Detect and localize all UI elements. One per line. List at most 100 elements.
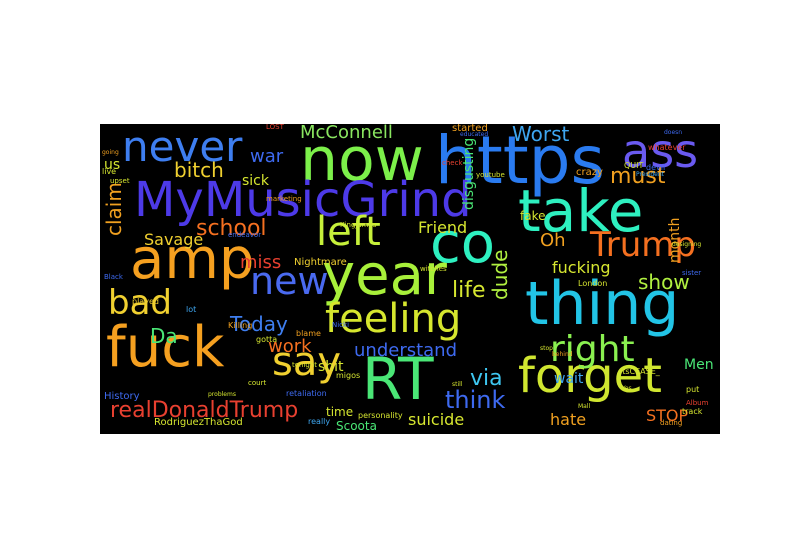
word-miss: miss [240, 252, 282, 273]
word-think: think [445, 386, 506, 414]
word-going: going [102, 149, 119, 156]
word-war: war [250, 146, 284, 167]
word-educated: educated [460, 131, 489, 138]
word-time: time [326, 405, 354, 419]
word-show: show [638, 270, 690, 294]
word-worst: Worst [512, 124, 570, 146]
word-savage: Savage [144, 230, 204, 249]
word-trump: Trump [590, 225, 697, 265]
word-work: work [268, 336, 312, 357]
word-kingjames: Kingjames [340, 221, 377, 229]
word-suicide: suicide [408, 410, 465, 429]
word-men: Men [684, 357, 714, 373]
word-killing: Killing [228, 321, 253, 330]
word-now: now [300, 125, 424, 195]
word-wait: wait [554, 371, 584, 387]
word-tonight: tonight [292, 361, 318, 369]
word-devil: devil [646, 163, 666, 172]
word-say: say [272, 339, 342, 385]
word-hate: hate [550, 410, 587, 429]
word-started: started [452, 124, 488, 134]
word-history: History [104, 391, 140, 402]
word-lot: lot [186, 305, 197, 314]
word-nicki: Nicki [332, 321, 350, 329]
word-sister: sister [682, 269, 702, 277]
word-witches: witches [420, 265, 447, 273]
word-president: President [636, 171, 664, 178]
word-retaliation: retaliation [286, 389, 327, 398]
word-school: school [196, 216, 267, 241]
word-mall: Mall [578, 403, 591, 410]
word-realdonaldtrump: realDonaldTrump [110, 398, 299, 423]
word-stop: STOP [646, 406, 689, 425]
word-ass: ass [622, 124, 699, 178]
word-gotta: gotta [256, 335, 278, 344]
word-dating: dating [660, 419, 683, 427]
word-rt: RT [362, 345, 434, 413]
word-upset: upset [110, 177, 130, 185]
word-life: life [452, 278, 486, 303]
word-amp: amp [130, 227, 255, 292]
word-must: must [610, 164, 666, 189]
word-bitch: bitch [174, 158, 224, 182]
word-mcconnell: McConnell [300, 124, 393, 143]
word-understand: understand [354, 340, 458, 361]
word-us: us [104, 157, 121, 173]
word-marketing: marketing [266, 195, 302, 203]
word-fake: fake [520, 209, 546, 223]
word-right: right [550, 329, 635, 370]
word-new: new [250, 259, 329, 303]
word-itscease: itsCEASE_ [620, 367, 660, 376]
word-endeavor: endeavor [228, 231, 262, 239]
word-fuck: fuck [106, 315, 225, 380]
word-lost: LOST [266, 124, 284, 131]
word-da: Da [150, 324, 178, 348]
word-thing: thing [525, 269, 680, 339]
word-friend: Friend [418, 218, 468, 237]
word-dude: dude [488, 249, 512, 300]
word-check: check [442, 159, 463, 167]
word-year: year [322, 243, 447, 308]
word-never: never [122, 124, 243, 171]
word-whatever: whatever [648, 143, 686, 152]
word-crazy: crazy [576, 167, 603, 178]
word-cloud: https now thing take fuck year amp RT co MyMusicG… [100, 124, 720, 434]
word-nightmare: Nightmare [294, 257, 347, 268]
word-take: take [518, 177, 644, 245]
word-rodriguezthagod: RodriguezThaGod [154, 417, 243, 428]
word-fucking: fucking [552, 258, 611, 277]
word-still: still [452, 381, 463, 388]
word-london: London [578, 279, 608, 288]
word-disgusting: disgusting [461, 137, 477, 210]
word-left: left [316, 209, 381, 255]
word-youtube: youtube [476, 171, 505, 179]
word-doesn: doesn [664, 129, 683, 136]
word-court: court [248, 379, 267, 387]
word-claim: claim [102, 182, 126, 236]
word-co: co [430, 211, 496, 276]
word-really: really [308, 417, 331, 426]
word-migos: migos [336, 371, 361, 380]
word-sick: sick [242, 173, 269, 189]
word-put: put [686, 385, 700, 394]
word-designing: designing [672, 241, 702, 248]
word-personality: personality [358, 411, 403, 420]
word-played: played [132, 297, 159, 306]
word-black: Black [104, 273, 123, 281]
word-track: track [682, 407, 703, 416]
word-forget: forget [518, 348, 662, 404]
word-blame: blame [296, 329, 321, 338]
word-yes: Yes [622, 385, 632, 392]
word-scoota: Scoota [336, 419, 377, 433]
word-shit: shit [318, 359, 344, 375]
word-stop: stop [540, 345, 553, 352]
word-bad: bad [108, 283, 172, 323]
word-feeling: feeling [325, 296, 462, 342]
word-live: live [102, 167, 117, 176]
word-via: via [470, 366, 503, 391]
word-mymusicgrind: MyMusicGrind [134, 172, 472, 228]
word-album: Album [686, 399, 709, 407]
word-oh: Oh [540, 230, 566, 251]
word-quit: QUIT [624, 161, 644, 170]
word-behind: behind [552, 351, 573, 358]
